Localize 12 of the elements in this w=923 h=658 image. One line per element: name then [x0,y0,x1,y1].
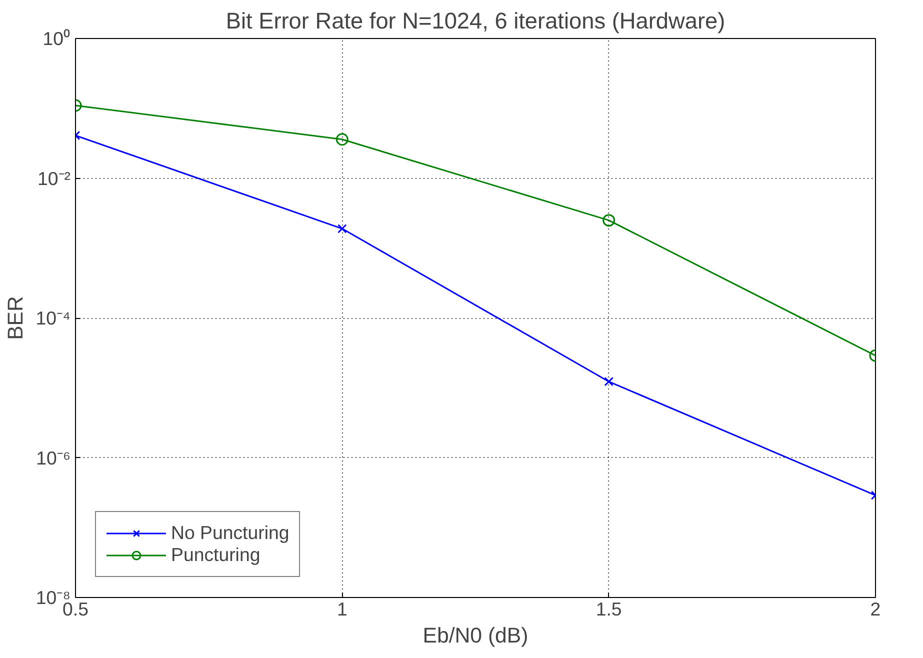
chart-title: Bit Error Rate for N=1024, 6 iterations (Hardware) [226,8,726,34]
y-tick-label: 10⁻² [38,168,71,189]
legend-label: Puncturing [171,544,260,566]
y-axis-title: BER [4,296,28,340]
x-tick-label: 1.5 [596,598,622,620]
x-tick-label: 1 [336,598,348,620]
x-axis-title: Eb/N0 (dB) [422,624,528,648]
x-tick-label: 2 [870,598,881,620]
y-tick-label: 10⁰ [42,28,71,49]
y-tick-label: 10⁻⁶ [36,447,71,468]
y-tick-label: 10⁻⁴ [36,308,71,328]
legend-label: No Puncturing [171,522,290,544]
